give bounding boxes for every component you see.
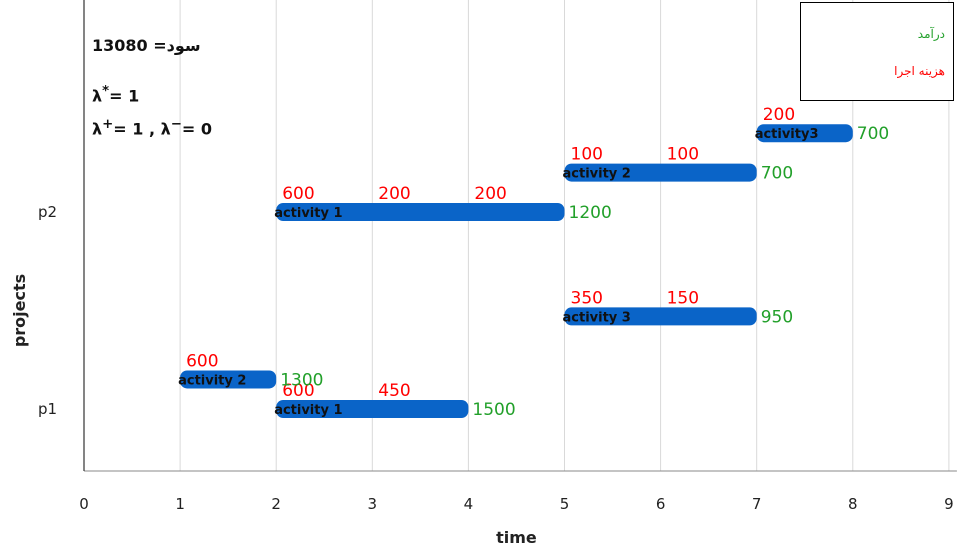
revenue-label: 1500	[472, 400, 515, 420]
cost-label: 100	[571, 145, 603, 165]
cost-label: 600	[186, 351, 218, 371]
task-bar	[564, 163, 757, 182]
revenue-label: 700	[857, 124, 889, 144]
y-tick-label: p2	[38, 203, 57, 221]
x-tick-label: 5	[560, 495, 570, 513]
task-bar	[180, 370, 277, 389]
cost-label: 100	[667, 145, 699, 165]
gridlines	[179, 0, 950, 471]
x-tick-label: 1	[175, 495, 185, 513]
lambda-star-label: λ*= 1	[92, 84, 140, 106]
y-axis-title: projects	[10, 274, 29, 347]
cost-label: 200	[378, 184, 410, 204]
legend-revenue: درآمد	[917, 27, 945, 41]
legend: درآمد هزینه اجرا	[800, 2, 954, 101]
cost-label: 150	[667, 288, 699, 308]
task-bar-label: activity3	[755, 127, 819, 142]
task-p1-activity-1: activity 1 600 450 1500	[274, 381, 515, 420]
task-bar-label: activity 3	[563, 310, 631, 325]
y-tick-label: p1	[38, 400, 57, 418]
revenue-label: 1200	[569, 203, 612, 223]
task-p2-activity-1: activity 1 600 200 200 1200	[274, 184, 612, 223]
task-bar	[276, 400, 469, 418]
cost-label: 450	[378, 381, 410, 401]
x-tick-label: 6	[656, 495, 666, 513]
task-p2-activity3: activity3 200 700	[755, 105, 890, 144]
cost-label: 200	[763, 105, 795, 125]
x-tick-label: 0	[79, 495, 89, 513]
x-axis-title: time	[496, 528, 537, 547]
cost-label: 200	[474, 184, 506, 204]
task-bar-label: activity 2	[178, 373, 246, 388]
x-tick-label: 7	[752, 495, 762, 513]
task-p2-activity-2: activity 2 100 100 700	[563, 145, 794, 184]
task-bar	[564, 307, 757, 326]
x-tick-label: 4	[464, 495, 474, 513]
legend-cost: هزینه اجرا	[894, 64, 945, 78]
lambda-plus-minus-label: λ+= 1 , λ−= 0	[92, 117, 213, 139]
profit-label: 13080 =سود	[92, 36, 201, 55]
cost-label: 600	[282, 381, 314, 401]
cost-label: 600	[282, 184, 314, 204]
x-tick-label: 8	[848, 495, 858, 513]
task-p1-activity-2: activity 2 600 1300	[178, 351, 323, 390]
task-bar	[756, 124, 853, 143]
task-p1-activity-3: activity 3 350 150 950	[563, 288, 794, 327]
x-tick-labels: 0 1 2 3 4 5 6 7 8 9	[79, 495, 953, 513]
x-tick-label: 9	[944, 495, 954, 513]
revenue-label: 950	[761, 307, 793, 327]
task-bar-label: activity 1	[274, 206, 342, 221]
cost-label: 350	[571, 288, 603, 308]
revenue-label: 700	[761, 164, 793, 184]
x-tick-label: 2	[271, 495, 281, 513]
revenue-label: 1300	[280, 370, 323, 390]
x-tick-label: 3	[368, 495, 378, 513]
y-tick-labels: p1 p2	[38, 203, 57, 418]
task-bar	[276, 203, 565, 221]
task-bar-label: activity 2	[563, 167, 631, 182]
task-bar-label: activity 1	[274, 403, 342, 418]
